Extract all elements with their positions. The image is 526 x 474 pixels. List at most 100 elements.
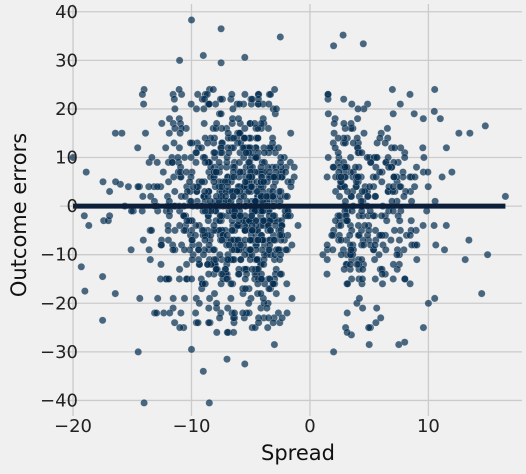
- data-point: [218, 236, 226, 244]
- data-point: [200, 95, 209, 104]
- data-point: [270, 236, 278, 244]
- data-point: [175, 56, 184, 65]
- data-point: [215, 158, 223, 167]
- data-point: [139, 236, 148, 244]
- data-point: [343, 279, 352, 288]
- data-point: [111, 177, 120, 186]
- data-point: [217, 24, 225, 33]
- data-point: [290, 163, 299, 172]
- data-point: [242, 148, 250, 157]
- data-point: [176, 129, 184, 138]
- y-axis-label: Outcome errors: [7, 133, 31, 297]
- data-point: [171, 226, 179, 235]
- data-point: [180, 226, 188, 235]
- data-point: [164, 236, 173, 244]
- data-point: [140, 399, 148, 407]
- data-point: [197, 143, 206, 152]
- data-point: [174, 153, 182, 162]
- data-point: [165, 211, 174, 220]
- data-point: [347, 192, 356, 201]
- data-point: [77, 262, 86, 271]
- data-point: [343, 216, 352, 225]
- data-point: [442, 221, 451, 230]
- data-point: [334, 134, 343, 142]
- data-point: [323, 173, 331, 181]
- data-point: [272, 105, 281, 113]
- data-point: [286, 129, 295, 138]
- data-point: [276, 270, 285, 278]
- data-point: [141, 129, 150, 138]
- data-point: [354, 173, 362, 181]
- data-point: [353, 134, 362, 142]
- data-point: [430, 221, 438, 230]
- data-point: [227, 279, 235, 288]
- data-point: [134, 348, 143, 356]
- data-point: [329, 163, 338, 172]
- data-point: [265, 168, 274, 176]
- data-point: [147, 226, 156, 235]
- data-point: [410, 182, 419, 191]
- data-point: [259, 260, 268, 269]
- data-point: [201, 279, 210, 288]
- data-point: [210, 221, 218, 230]
- data-point: [217, 182, 226, 191]
- data-point: [266, 90, 275, 99]
- data-point: [263, 304, 271, 312]
- data-point: [501, 192, 510, 201]
- data-point: [331, 143, 340, 152]
- data-point: [188, 236, 196, 244]
- data-point: [257, 163, 265, 172]
- points-layer: [69, 16, 510, 407]
- data-point: [228, 226, 237, 235]
- data-point: [340, 265, 349, 274]
- data-point: [430, 107, 439, 116]
- data-point: [235, 129, 244, 138]
- data-point: [254, 318, 263, 327]
- data-point: [250, 119, 259, 128]
- data-point: [327, 231, 336, 240]
- data-point: [324, 109, 333, 118]
- data-point: [328, 245, 337, 254]
- data-point: [229, 173, 238, 181]
- data-point: [335, 192, 344, 201]
- data-point: [209, 85, 218, 94]
- data-point: [378, 279, 387, 288]
- data-point: [200, 119, 209, 128]
- data-point: [343, 187, 352, 196]
- data-point: [384, 153, 392, 162]
- data-point: [223, 328, 232, 337]
- data-point: [187, 275, 196, 283]
- data-point: [436, 114, 445, 123]
- data-point: [169, 245, 177, 254]
- data-point: [276, 158, 285, 167]
- data-point: [395, 236, 404, 244]
- data-point: [244, 158, 253, 167]
- data-point: [288, 241, 296, 249]
- data-point: [138, 90, 147, 99]
- data-point: [264, 245, 273, 254]
- data-point: [270, 85, 279, 94]
- data-point: [188, 255, 196, 264]
- data-point: [419, 323, 428, 332]
- data-point: [272, 289, 281, 298]
- data-point: [382, 216, 391, 225]
- data-point: [381, 245, 390, 254]
- y-tick-label: −20: [40, 293, 78, 314]
- data-point: [343, 328, 352, 337]
- data-point: [169, 294, 178, 303]
- data-point: [323, 241, 332, 249]
- data-point: [390, 173, 398, 181]
- data-point: [236, 241, 245, 249]
- data-point: [230, 309, 239, 317]
- data-point: [330, 129, 338, 138]
- data-point: [424, 182, 433, 191]
- data-point: [82, 168, 91, 176]
- data-point: [477, 289, 486, 298]
- data-point: [223, 355, 231, 364]
- data-point: [240, 124, 249, 133]
- data-point: [377, 211, 386, 220]
- data-point: [349, 139, 358, 147]
- data-point: [194, 245, 203, 254]
